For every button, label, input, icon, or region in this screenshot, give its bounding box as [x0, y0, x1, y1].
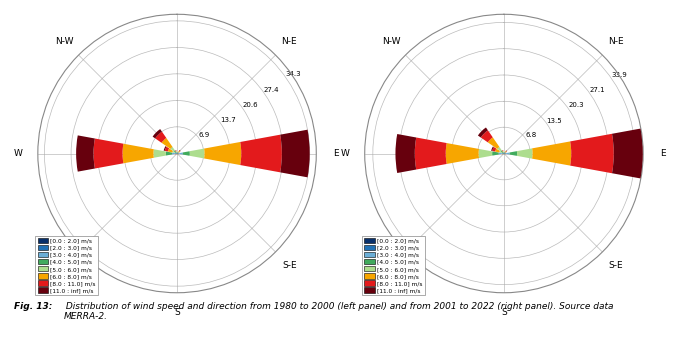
Bar — [502, 150, 503, 151]
Bar — [495, 149, 500, 152]
Bar — [163, 146, 167, 151]
Bar — [174, 150, 176, 153]
Bar — [178, 151, 180, 152]
Bar — [497, 147, 502, 151]
Bar — [175, 150, 176, 151]
Bar — [506, 152, 510, 155]
Bar — [155, 132, 166, 143]
Bar — [478, 127, 488, 137]
Bar — [492, 147, 496, 152]
Bar — [170, 147, 175, 151]
Bar — [506, 150, 507, 151]
Bar — [183, 151, 190, 156]
Bar — [517, 149, 533, 159]
Bar — [492, 151, 498, 156]
Bar — [178, 153, 179, 154]
Bar — [532, 141, 571, 166]
Bar — [153, 129, 162, 139]
Bar — [240, 135, 282, 172]
Bar — [505, 153, 506, 154]
Bar — [280, 130, 310, 177]
Bar — [506, 151, 507, 152]
Bar — [166, 151, 172, 156]
Bar — [509, 151, 517, 156]
Bar — [502, 153, 503, 154]
Bar — [446, 143, 479, 164]
Bar — [172, 152, 175, 155]
Bar — [479, 149, 492, 158]
Bar — [179, 152, 183, 155]
Text: Distribution of wind speed and direction from 1980 to 2000 (left panel) and from: Distribution of wind speed and direction… — [63, 302, 614, 321]
Bar — [481, 130, 493, 142]
Bar — [179, 150, 180, 151]
Legend: [0.0 : 2.0] m/s, [2.0 : 3.0] m/s, [3.0 : 4.0] m/s, [4.0 : 5.0] m/s, [5.0 : 6.0] : [0.0 : 2.0] m/s, [2.0 : 3.0] m/s, [3.0 :… — [362, 236, 425, 295]
Bar — [505, 151, 507, 152]
Bar — [189, 149, 204, 159]
Bar — [501, 152, 503, 153]
Bar — [153, 149, 166, 158]
Bar — [93, 139, 123, 169]
Bar — [501, 150, 503, 153]
Bar — [502, 150, 503, 151]
Bar — [165, 147, 169, 151]
Bar — [161, 138, 172, 149]
Bar — [499, 151, 502, 153]
Bar — [76, 135, 95, 172]
Bar — [570, 134, 614, 173]
Bar — [498, 152, 502, 155]
Bar — [396, 134, 416, 173]
Bar — [175, 153, 176, 154]
Bar — [174, 152, 176, 153]
Bar — [172, 151, 175, 153]
Bar — [175, 150, 176, 151]
Legend: [0.0 : 2.0] m/s, [2.0 : 3.0] m/s, [3.0 : 4.0] m/s, [4.0 : 5.0] m/s, [5.0 : 6.0] : [0.0 : 2.0] m/s, [2.0 : 3.0] m/s, [3.0 :… — [35, 236, 98, 295]
Bar — [491, 146, 494, 151]
Bar — [415, 137, 447, 170]
Bar — [488, 137, 499, 149]
Bar — [179, 150, 180, 151]
Bar — [204, 142, 241, 165]
Bar — [123, 144, 154, 163]
Bar — [612, 129, 643, 178]
Text: Fig. 13:: Fig. 13: — [14, 302, 52, 311]
Bar — [168, 149, 173, 152]
